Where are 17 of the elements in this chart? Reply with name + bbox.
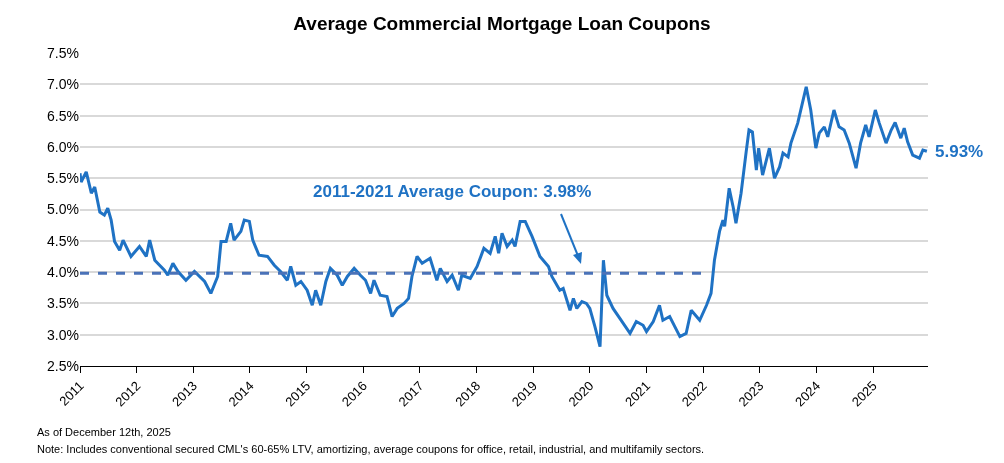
y-tick-label: 6.5% bbox=[47, 107, 79, 124]
y-tick-label: 5.5% bbox=[47, 170, 79, 187]
annotation: 2011-2021 Average Coupon: 3.98% bbox=[313, 182, 592, 201]
text: Note: Includes conventional secured CML's 60-65% LTV, amortizing, average coupons for office, retail, industrial, and multifamily sectors. bbox=[37, 443, 705, 455]
y-tick-label: 4.5% bbox=[47, 232, 79, 249]
y-tick-label: 7.0% bbox=[47, 76, 79, 93]
y-tick-label: 5.0% bbox=[47, 201, 79, 218]
text: As of December 12th, 2025 bbox=[37, 426, 171, 438]
chart-title: Average Commercial Mortgage Loan Coupons bbox=[293, 12, 711, 34]
y-tick-label: 6.0% bbox=[47, 138, 79, 155]
y-tick-label: 3.5% bbox=[47, 295, 79, 312]
y-tick-label: 4.0% bbox=[47, 264, 79, 280]
y-tick-label: 2.5% bbox=[47, 357, 79, 374]
line-series bbox=[80, 85, 928, 349]
y-tick-label: 7.5% bbox=[47, 44, 79, 61]
y-tick-label: 3.0% bbox=[47, 326, 79, 343]
annotation: 5.93% bbox=[935, 142, 984, 161]
